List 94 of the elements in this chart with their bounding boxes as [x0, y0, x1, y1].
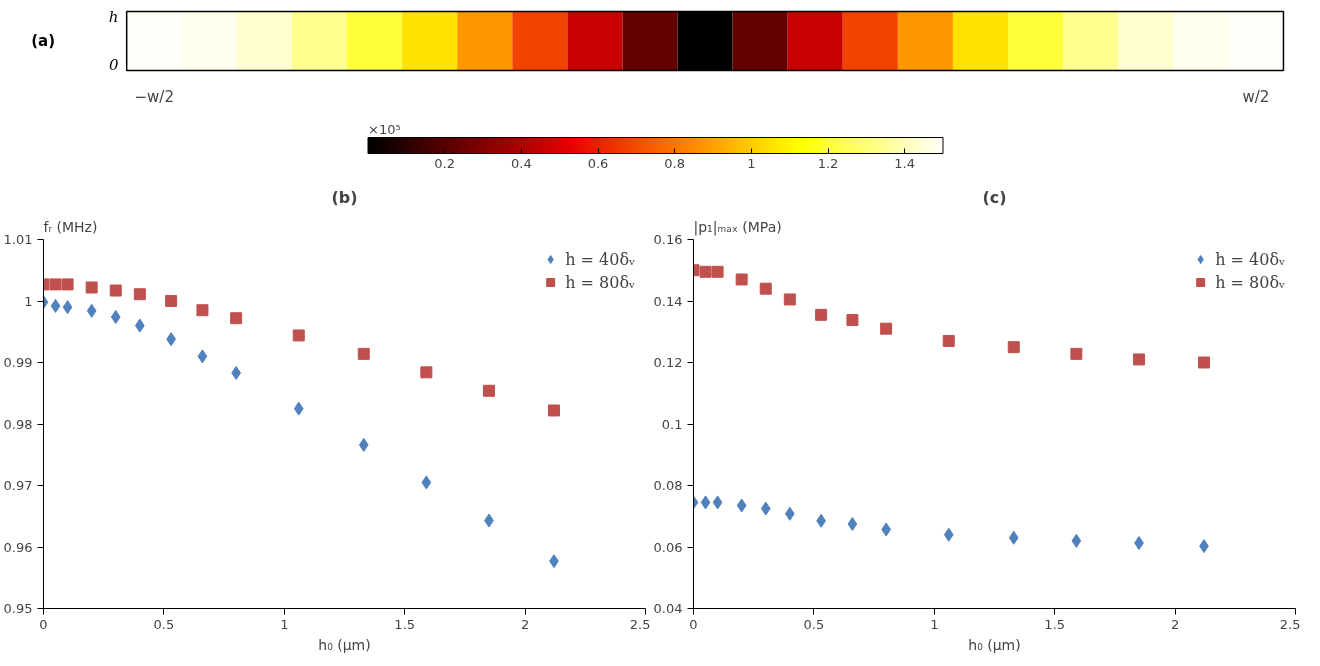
point: [197, 349, 208, 364]
point: [943, 527, 954, 542]
point: [62, 300, 73, 315]
legend-label: h = 40δᵥ: [1215, 249, 1285, 269]
x-tick-label: 0: [689, 616, 698, 632]
point: [85, 281, 98, 294]
color-bar-title: ×10⁵: [368, 121, 401, 137]
point: [759, 282, 772, 295]
legend-label: h = 40δᵥ: [565, 249, 635, 269]
point: [133, 288, 146, 301]
point: [165, 295, 178, 307]
point: [735, 273, 748, 286]
y-tick-label: 1.01: [3, 232, 33, 247]
color-bar-label: 1.4: [894, 155, 916, 171]
point: [1007, 341, 1020, 354]
point: [847, 516, 858, 531]
x-tick-label: 0: [39, 616, 48, 632]
color-bar-label: 0.6: [587, 155, 609, 171]
point: [292, 329, 305, 342]
point: [109, 284, 122, 297]
x-tick-label: −w/2: [134, 87, 174, 106]
y-tick-label: 0.12: [653, 355, 683, 370]
y-axis-title: |p₁|ₘₐₓ (MPa): [693, 218, 782, 236]
point: [49, 278, 62, 291]
point: [712, 495, 723, 510]
legend-label: h = 80δᵥ: [1215, 272, 1285, 292]
point: [50, 298, 61, 313]
point: [357, 347, 370, 360]
point: [230, 312, 243, 325]
y-tick-label: 0.98: [3, 416, 33, 432]
point: [110, 309, 121, 324]
point: [1134, 536, 1144, 550]
y-tick-label: 0.95: [3, 601, 33, 616]
y-tick-label: 0.1: [661, 416, 683, 432]
y-tick-label: 1: [24, 293, 33, 309]
point: [1071, 533, 1082, 548]
point: [1198, 356, 1210, 369]
text: (a): [31, 32, 56, 50]
point: [700, 495, 711, 510]
color-bar-label: 0.2: [434, 155, 456, 171]
color-bar-label: 0.4: [511, 155, 532, 171]
text: h: [108, 8, 119, 27]
color-bar-label: 1.2: [817, 155, 839, 171]
y-tick-label: 0.14: [653, 293, 683, 309]
point: [196, 304, 209, 317]
legend-label: h = 80δᵥ: [565, 272, 635, 292]
point: [846, 314, 859, 327]
x-tick-label: 1.5: [394, 616, 416, 632]
point: [293, 401, 304, 416]
x-tick-label: 0.5: [803, 616, 825, 632]
y-tick-label: 0.06: [653, 539, 683, 555]
point: [783, 293, 796, 306]
point: [1008, 530, 1019, 545]
point: [61, 278, 74, 291]
y-axis-title: fᵣ (MHz): [43, 218, 98, 235]
x-tick-label: 1: [930, 616, 939, 632]
point: [420, 366, 433, 379]
y-tick-label: 0.08: [653, 478, 683, 493]
point: [1070, 347, 1083, 360]
chart-title: (b): [331, 187, 358, 207]
y-tick-label: 0.97: [3, 478, 33, 493]
color-bar-label: 1: [747, 155, 756, 171]
y-tick-label: 0.16: [653, 232, 683, 247]
point: [548, 404, 560, 417]
chart-title: (c): [982, 187, 1007, 207]
x-tick-label: 2: [520, 616, 530, 632]
point: [942, 334, 955, 347]
x-tick-label: 0.5: [153, 616, 175, 632]
x-tick-label: 2.5: [629, 616, 651, 632]
x-axis-title: h₀ (µm): [318, 636, 371, 653]
point: [421, 475, 432, 490]
x-tick-label: 1.5: [1044, 616, 1066, 632]
point: [86, 303, 97, 318]
point: [358, 437, 369, 452]
text: 0: [108, 56, 119, 75]
point: [760, 501, 771, 516]
point: [711, 265, 724, 278]
point: [815, 308, 828, 321]
x-tick-label: 1: [280, 616, 289, 632]
point: [482, 384, 495, 397]
point: [880, 322, 893, 335]
x-tick-label: w/2: [1242, 87, 1270, 106]
point: [699, 265, 712, 278]
point: [784, 506, 795, 521]
y-tick-label: 0.99: [3, 355, 33, 370]
x-axis-title: h₀ (µm): [968, 636, 1021, 653]
y-tick-label: 0.96: [3, 539, 33, 555]
x-tick-label: 2: [1170, 616, 1180, 632]
color-bar-label: 0.8: [664, 155, 686, 171]
point: [134, 318, 145, 333]
y-tick-label: 0.04: [653, 601, 683, 616]
x-tick-label: 2.5: [1279, 616, 1301, 632]
point: [1132, 353, 1145, 366]
point: [736, 498, 747, 513]
